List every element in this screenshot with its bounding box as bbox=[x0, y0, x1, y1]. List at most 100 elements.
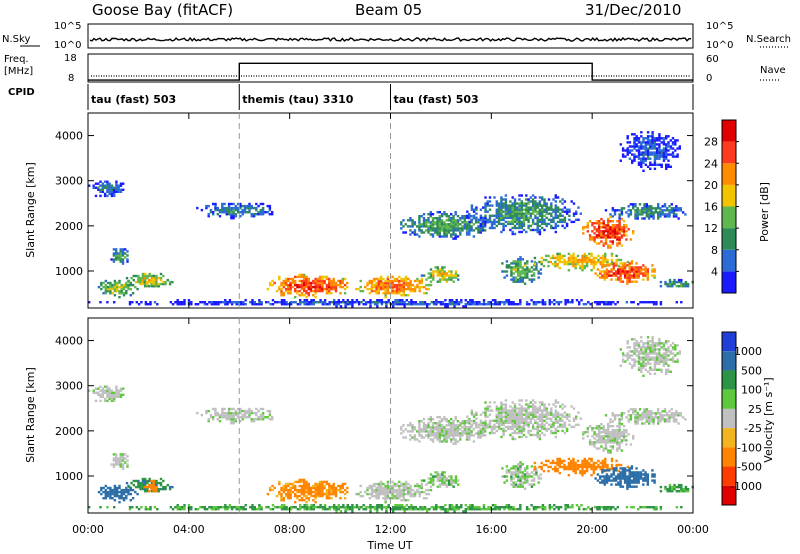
velocity-echo-cell bbox=[520, 431, 523, 435]
velocity-echo-cell bbox=[472, 422, 476, 425]
velocity-echo-cell bbox=[491, 425, 494, 429]
power-echo-cell bbox=[665, 135, 668, 138]
velocity-echo-cell bbox=[552, 413, 555, 416]
power-echo-cell bbox=[637, 266, 640, 269]
power-echo-cell bbox=[640, 163, 643, 166]
power-echo-cell bbox=[482, 301, 486, 304]
power-echo-cell bbox=[183, 299, 186, 302]
power-echo-cell bbox=[282, 285, 285, 289]
power-echo-cell bbox=[488, 196, 492, 199]
power-echo-cell bbox=[616, 238, 619, 241]
power-echo-cell bbox=[520, 224, 523, 228]
power-echo-cell bbox=[417, 303, 420, 306]
power-echo-cell bbox=[676, 147, 679, 150]
power-echo-cell bbox=[332, 285, 335, 289]
velocity-echo-cell bbox=[162, 485, 165, 489]
power-echo-cell bbox=[287, 277, 290, 281]
velocity-echo-cell bbox=[581, 461, 584, 465]
velocity-echo-cell bbox=[227, 407, 231, 411]
velocity-echo-cell bbox=[368, 497, 371, 500]
power-echo-cell bbox=[635, 270, 638, 273]
power-echo-cell bbox=[616, 301, 619, 304]
velocity-echo-cell bbox=[314, 488, 317, 492]
velocity-echo-cell bbox=[513, 417, 517, 420]
velocity-echo-cell bbox=[466, 421, 469, 424]
velocity-echo-cell bbox=[497, 425, 501, 429]
power-echo-cell bbox=[659, 209, 662, 212]
power-echo-cell bbox=[127, 287, 130, 291]
power-echo-cell bbox=[613, 234, 617, 237]
velocity-echo-cell bbox=[386, 484, 390, 488]
power-echo-cell bbox=[328, 292, 331, 295]
power-echo-cell bbox=[668, 285, 672, 288]
power-echo-cell bbox=[225, 208, 228, 212]
power-echo-cell bbox=[614, 270, 618, 273]
velocity-echo-cell bbox=[583, 469, 586, 473]
velocity-echo-cell bbox=[282, 499, 285, 502]
velocity-echo-cell bbox=[655, 508, 658, 511]
velocity-echo-cell bbox=[581, 469, 584, 473]
power-echo-cell bbox=[550, 206, 553, 209]
velocity-echo-cell bbox=[328, 497, 331, 500]
power-echo-cell bbox=[431, 225, 435, 228]
velocity-echo-cell bbox=[418, 440, 421, 443]
power-echo-cell bbox=[361, 289, 365, 293]
freq-tick-lo: 8 bbox=[68, 73, 74, 84]
power-echo-cell bbox=[470, 215, 473, 218]
velocity-echo-cell bbox=[146, 479, 149, 483]
velocity-echo-cell bbox=[536, 429, 539, 433]
power-echo-cell bbox=[672, 207, 676, 210]
power-echo-cell bbox=[418, 219, 421, 222]
velocity-echo-cell bbox=[519, 483, 522, 486]
velocity-echo-cell bbox=[445, 424, 448, 427]
velocity-echo-cell bbox=[432, 508, 436, 511]
velocity-echo-cell bbox=[330, 486, 333, 490]
velocity-echo-cell bbox=[495, 421, 498, 424]
velocity-echo-cell bbox=[461, 434, 464, 437]
power-echo-cell bbox=[567, 262, 571, 266]
power-echo-cell bbox=[328, 289, 331, 293]
power-echo-cell bbox=[106, 182, 109, 185]
power-echo-cell bbox=[645, 203, 648, 206]
colorbar-swatch bbox=[722, 206, 736, 229]
velocity-echo-cell bbox=[416, 430, 419, 433]
velocity-echo-cell bbox=[522, 433, 526, 437]
power-echo-cell bbox=[679, 207, 682, 210]
velocity-echo-cell bbox=[434, 436, 437, 439]
power-echo-cell bbox=[678, 147, 681, 150]
power-echo-cell bbox=[520, 230, 523, 234]
power-echo-cell bbox=[514, 303, 517, 306]
power-echo-cell bbox=[512, 303, 515, 306]
power-echo-cell bbox=[603, 301, 606, 304]
velocity-echo-cell bbox=[237, 416, 240, 419]
velocity-echo-cell bbox=[121, 455, 125, 458]
power-echo-cell bbox=[280, 292, 283, 295]
nsky-tick-hi: 10^5 bbox=[54, 21, 81, 32]
power-echo-cell bbox=[235, 301, 238, 304]
velocity-echo-cell bbox=[521, 485, 524, 488]
velocity-echo-cell bbox=[579, 417, 582, 420]
power-echo-cell bbox=[233, 301, 236, 304]
power-echo-cell bbox=[563, 200, 567, 203]
power-echo-cell bbox=[355, 301, 359, 304]
power-echo-cell bbox=[319, 299, 322, 302]
power-echo-cell bbox=[227, 213, 231, 216]
power-echo-cell bbox=[516, 208, 519, 211]
power-echo-cell bbox=[409, 281, 412, 285]
power-echo-cell bbox=[201, 301, 204, 304]
velocity-echo-cell bbox=[314, 482, 317, 486]
power-echo-cell bbox=[500, 210, 503, 213]
velocity-echo-cell bbox=[400, 490, 403, 494]
power-echo-cell bbox=[613, 224, 617, 227]
velocity-echo-cell bbox=[280, 508, 284, 511]
velocity-echo-cell bbox=[455, 504, 458, 507]
power-echo-cell bbox=[645, 207, 648, 210]
power-echo-cell bbox=[432, 274, 435, 277]
power-echo-cell bbox=[638, 211, 642, 214]
velocity-echo-cell bbox=[431, 432, 435, 435]
power-echo-cell bbox=[593, 240, 596, 243]
power-echo-cell bbox=[527, 218, 530, 221]
power-echo-cell bbox=[377, 285, 380, 289]
power-echo-cell bbox=[452, 221, 455, 224]
power-echo-cell bbox=[394, 303, 397, 306]
